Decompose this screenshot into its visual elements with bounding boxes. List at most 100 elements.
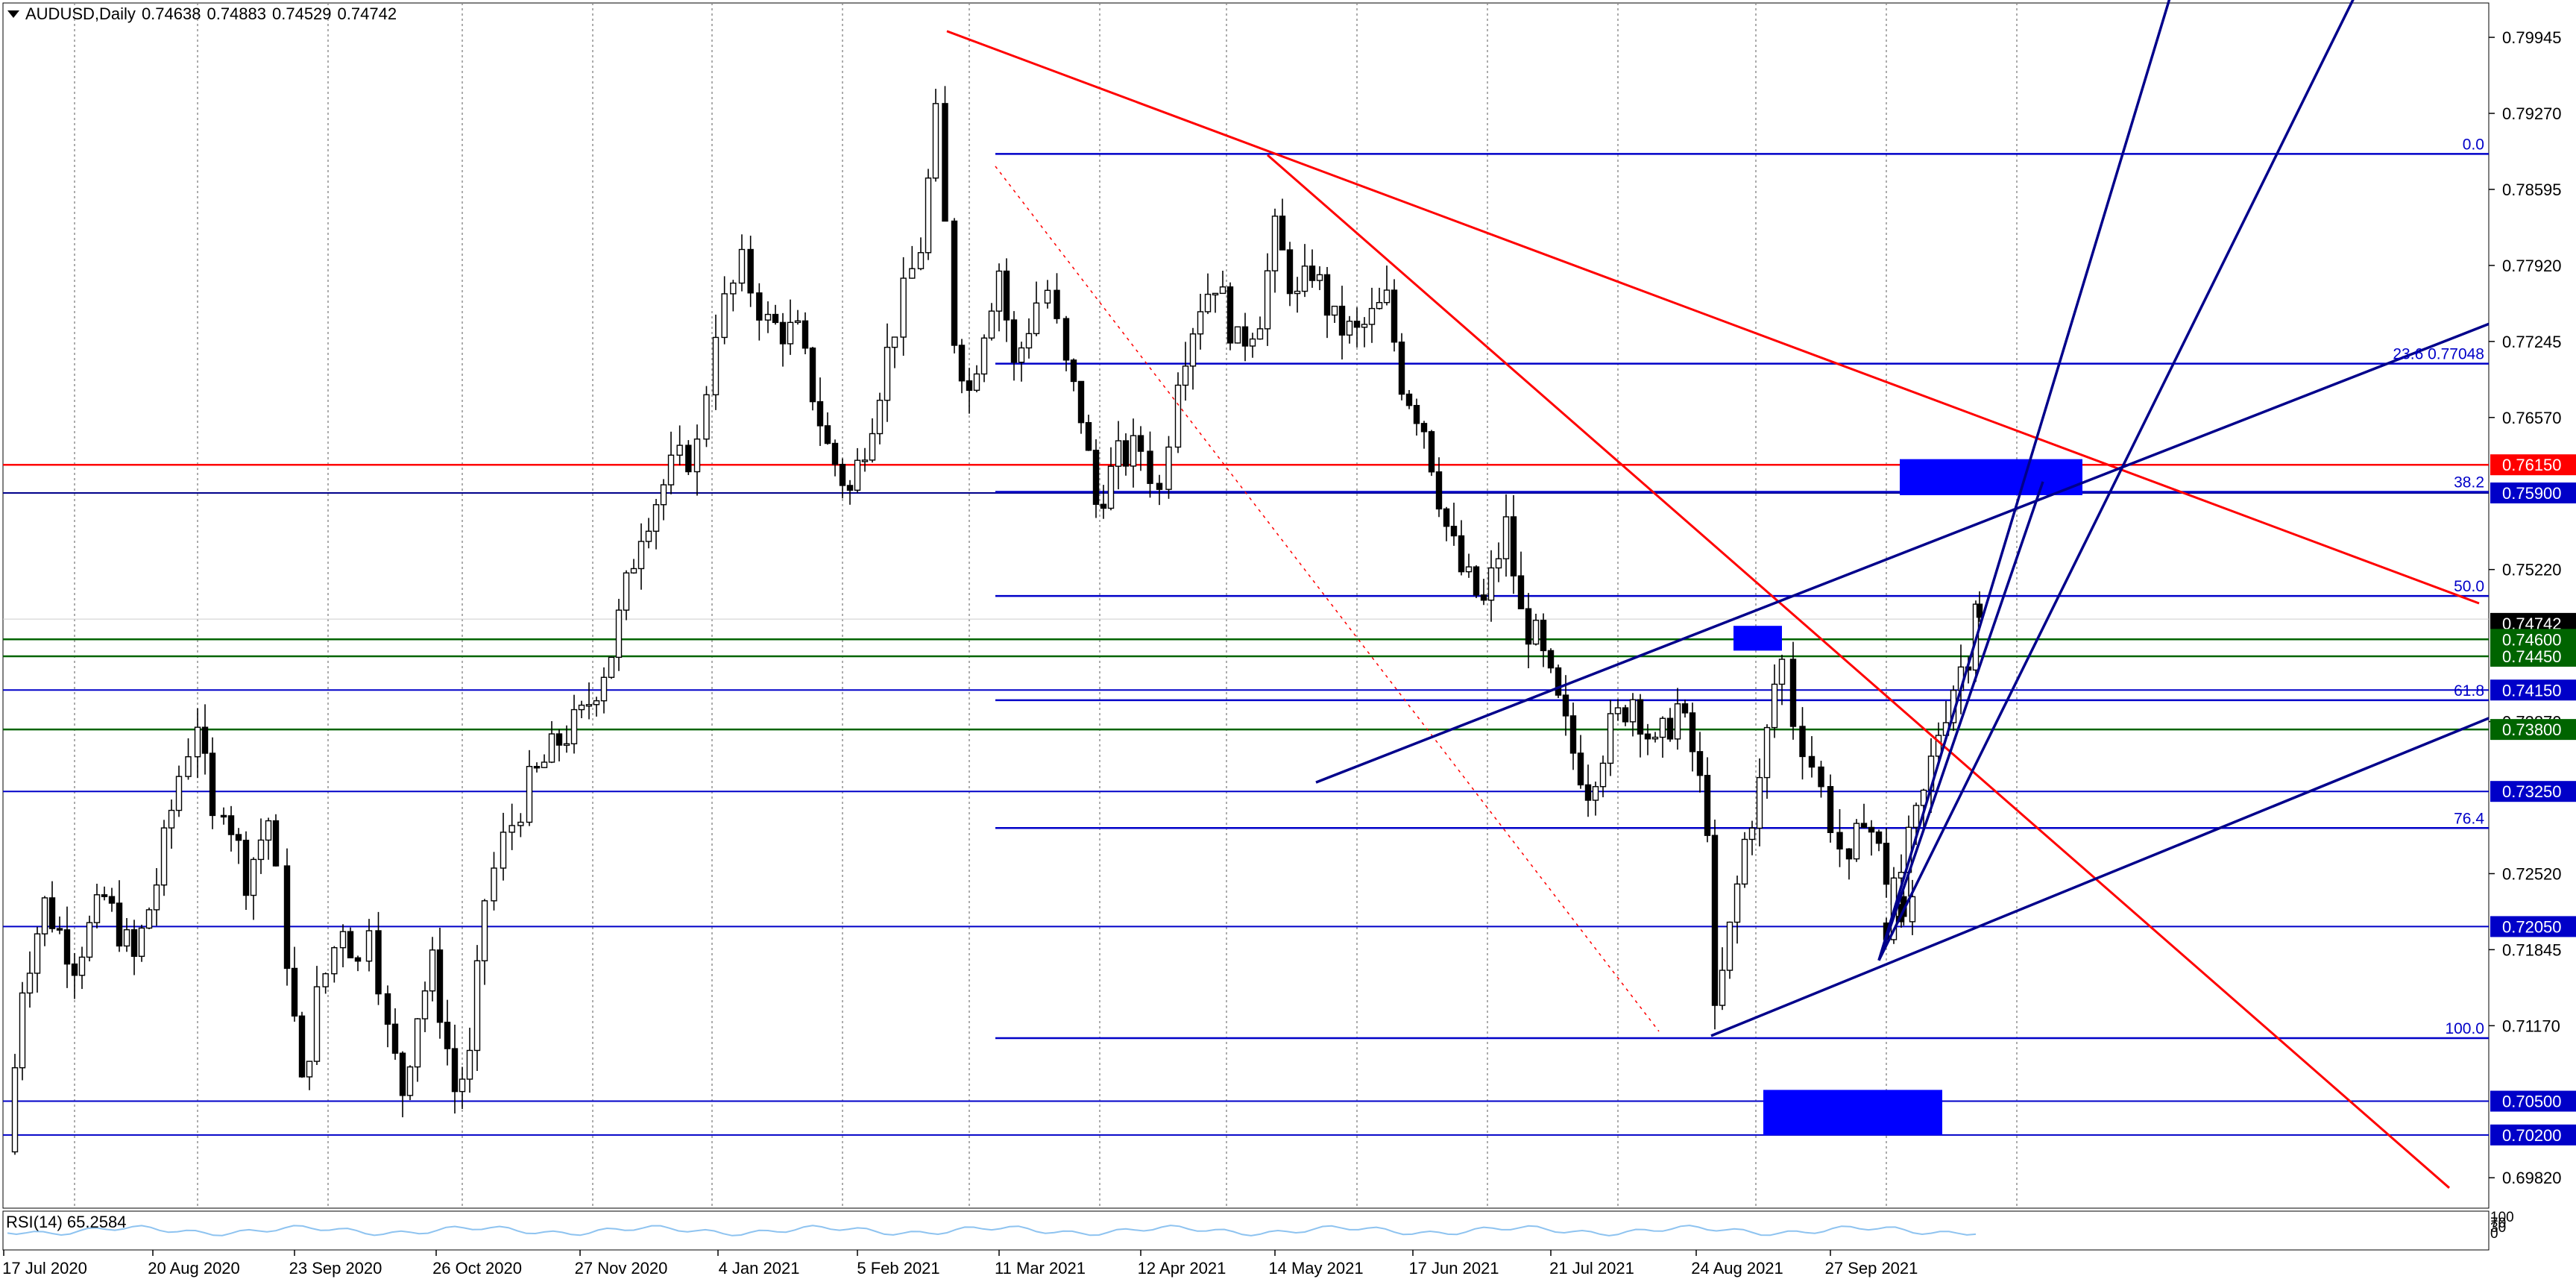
blue-fan-line bbox=[1877, 0, 2355, 961]
candle-body bbox=[406, 1066, 414, 1096]
price-tag-box bbox=[2490, 1124, 2576, 1146]
candle-body bbox=[1748, 827, 1756, 840]
candle-body bbox=[846, 485, 854, 491]
candle-body bbox=[1033, 302, 1040, 335]
candle-body bbox=[802, 320, 809, 349]
candle-body bbox=[824, 425, 831, 444]
candle-body bbox=[1044, 289, 1051, 304]
candle-body bbox=[623, 572, 630, 611]
candle-body bbox=[517, 821, 524, 826]
candle-body bbox=[473, 960, 481, 1052]
chevron-down-icon[interactable] bbox=[7, 10, 19, 18]
candle-body bbox=[1234, 326, 1241, 344]
fib-label: 0.0 bbox=[2463, 136, 2484, 153]
candle-body bbox=[71, 963, 78, 976]
candle-body bbox=[391, 1023, 399, 1054]
candle-body bbox=[693, 439, 701, 473]
candle-body bbox=[313, 986, 321, 1062]
price-tick-label: 0.69820 bbox=[2502, 1169, 2562, 1187]
candle-body bbox=[942, 103, 948, 222]
candle-body bbox=[1165, 446, 1172, 490]
candle-body bbox=[563, 743, 570, 746]
candle-body bbox=[56, 928, 63, 931]
candle-body bbox=[1271, 216, 1279, 271]
candle-body bbox=[481, 900, 488, 961]
candle-body bbox=[1651, 736, 1659, 740]
candle-body bbox=[466, 1049, 473, 1080]
rsi-label: RSI(14) 65.2584 bbox=[6, 1213, 127, 1231]
trendlines bbox=[946, 0, 2490, 1189]
candle-body bbox=[1532, 620, 1540, 645]
candle-body bbox=[630, 568, 637, 574]
candle-body bbox=[1480, 594, 1487, 601]
candle-body bbox=[779, 321, 787, 345]
candle-body bbox=[272, 820, 280, 867]
candle-body bbox=[26, 973, 34, 994]
candle-body bbox=[1054, 289, 1060, 319]
candle-body bbox=[1226, 286, 1234, 344]
rsi-scale-label: 0 bbox=[2490, 1226, 2498, 1242]
candle-body bbox=[600, 676, 608, 702]
candle-body bbox=[925, 177, 932, 254]
price-tag-box bbox=[2490, 781, 2576, 802]
rsi-scale-label: 30 bbox=[2490, 1220, 2506, 1236]
red-trendline bbox=[946, 30, 2480, 605]
candle-body bbox=[1062, 318, 1070, 361]
candle-body bbox=[1763, 726, 1771, 779]
candle-body bbox=[1704, 775, 1711, 836]
candle-body bbox=[1130, 435, 1137, 467]
candle-body bbox=[347, 931, 354, 958]
candle-body bbox=[667, 454, 675, 486]
rsi-scale-label: 70 bbox=[2490, 1216, 2506, 1231]
candle-body bbox=[966, 380, 973, 392]
candle-body bbox=[738, 248, 746, 284]
candle-body bbox=[1346, 321, 1353, 336]
price-tag-label: 0.70500 bbox=[2502, 1093, 2562, 1111]
candle-body bbox=[265, 820, 272, 841]
candle-body bbox=[78, 956, 86, 976]
candle-body bbox=[1413, 404, 1420, 424]
time-tick-label: 14 May 2021 bbox=[1268, 1259, 1363, 1278]
price-tag-box bbox=[2490, 1090, 2576, 1112]
candle-body bbox=[339, 931, 347, 949]
candle-body bbox=[1674, 703, 1681, 740]
candle-body bbox=[676, 444, 683, 456]
candle-body bbox=[1450, 526, 1458, 537]
candle-body bbox=[1331, 305, 1338, 316]
fib-label: 61.8 bbox=[2454, 682, 2484, 700]
candle-body bbox=[1853, 823, 1860, 860]
candle-body bbox=[1555, 667, 1562, 696]
candle-body bbox=[1286, 249, 1294, 295]
candle-body bbox=[63, 929, 71, 965]
candle-body bbox=[1294, 290, 1301, 295]
candle-body bbox=[34, 933, 41, 974]
candle-body bbox=[1818, 766, 1824, 788]
candle-body bbox=[747, 248, 754, 294]
candle-body bbox=[1719, 970, 1726, 1006]
chart-header: AUDUSD,Daily 0.74638 0.74883 0.74529 0.7… bbox=[7, 4, 397, 24]
red-dotted-trendline bbox=[995, 166, 1660, 1032]
candle-body bbox=[19, 992, 26, 1069]
candle-body bbox=[168, 809, 175, 829]
candle-body bbox=[637, 541, 645, 570]
candle-body bbox=[1018, 347, 1025, 363]
candle-body bbox=[1092, 450, 1100, 505]
rsi-frame bbox=[2, 1210, 2490, 1251]
price-tag-label: 0.76150 bbox=[2502, 456, 2562, 474]
candle-body bbox=[854, 459, 861, 491]
candle-body bbox=[1756, 776, 1763, 829]
timeframe: Daily bbox=[99, 4, 136, 23]
price-tag-label: 0.74150 bbox=[2502, 681, 2562, 700]
candle-body bbox=[1696, 751, 1704, 776]
candle-body bbox=[41, 897, 48, 934]
candle-body bbox=[1309, 265, 1316, 281]
candle-body bbox=[500, 832, 507, 869]
candles bbox=[11, 86, 1983, 1155]
time-tick-label: 27 Nov 2020 bbox=[575, 1259, 668, 1278]
time-tick-label: 4 Jan 2021 bbox=[719, 1259, 800, 1278]
candle-body bbox=[257, 839, 265, 861]
candle-body bbox=[884, 346, 891, 401]
price-tag-box bbox=[2490, 482, 2576, 503]
chart-frame bbox=[2, 2, 2490, 1209]
